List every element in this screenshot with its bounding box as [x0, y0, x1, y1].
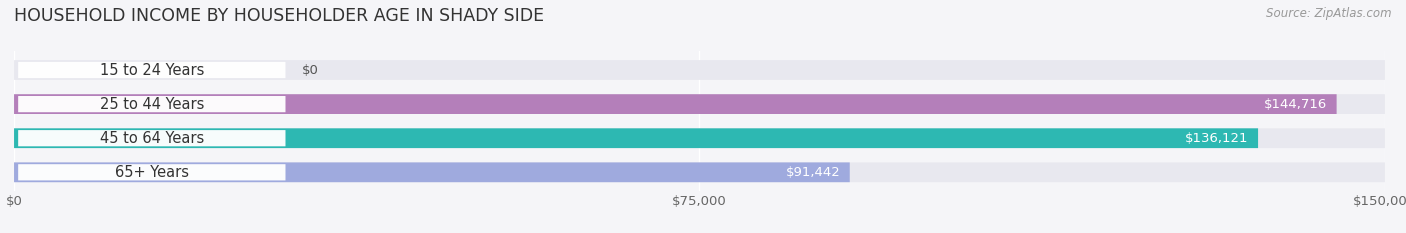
FancyBboxPatch shape	[14, 94, 1385, 114]
Text: $144,716: $144,716	[1264, 98, 1327, 111]
FancyBboxPatch shape	[14, 94, 1337, 114]
FancyBboxPatch shape	[14, 162, 849, 182]
Text: Source: ZipAtlas.com: Source: ZipAtlas.com	[1267, 7, 1392, 20]
Text: HOUSEHOLD INCOME BY HOUSEHOLDER AGE IN SHADY SIDE: HOUSEHOLD INCOME BY HOUSEHOLDER AGE IN S…	[14, 7, 544, 25]
FancyBboxPatch shape	[18, 62, 285, 78]
Text: $91,442: $91,442	[786, 166, 841, 179]
FancyBboxPatch shape	[18, 164, 285, 180]
Text: 65+ Years: 65+ Years	[115, 165, 188, 180]
FancyBboxPatch shape	[14, 60, 1385, 80]
Text: 45 to 64 Years: 45 to 64 Years	[100, 131, 204, 146]
FancyBboxPatch shape	[18, 130, 285, 146]
Text: $136,121: $136,121	[1185, 132, 1249, 145]
Text: 25 to 44 Years: 25 to 44 Years	[100, 97, 204, 112]
FancyBboxPatch shape	[14, 128, 1258, 148]
FancyBboxPatch shape	[14, 128, 1385, 148]
Text: $0: $0	[302, 64, 319, 76]
FancyBboxPatch shape	[14, 162, 1385, 182]
FancyBboxPatch shape	[18, 96, 285, 112]
Text: 15 to 24 Years: 15 to 24 Years	[100, 62, 204, 78]
